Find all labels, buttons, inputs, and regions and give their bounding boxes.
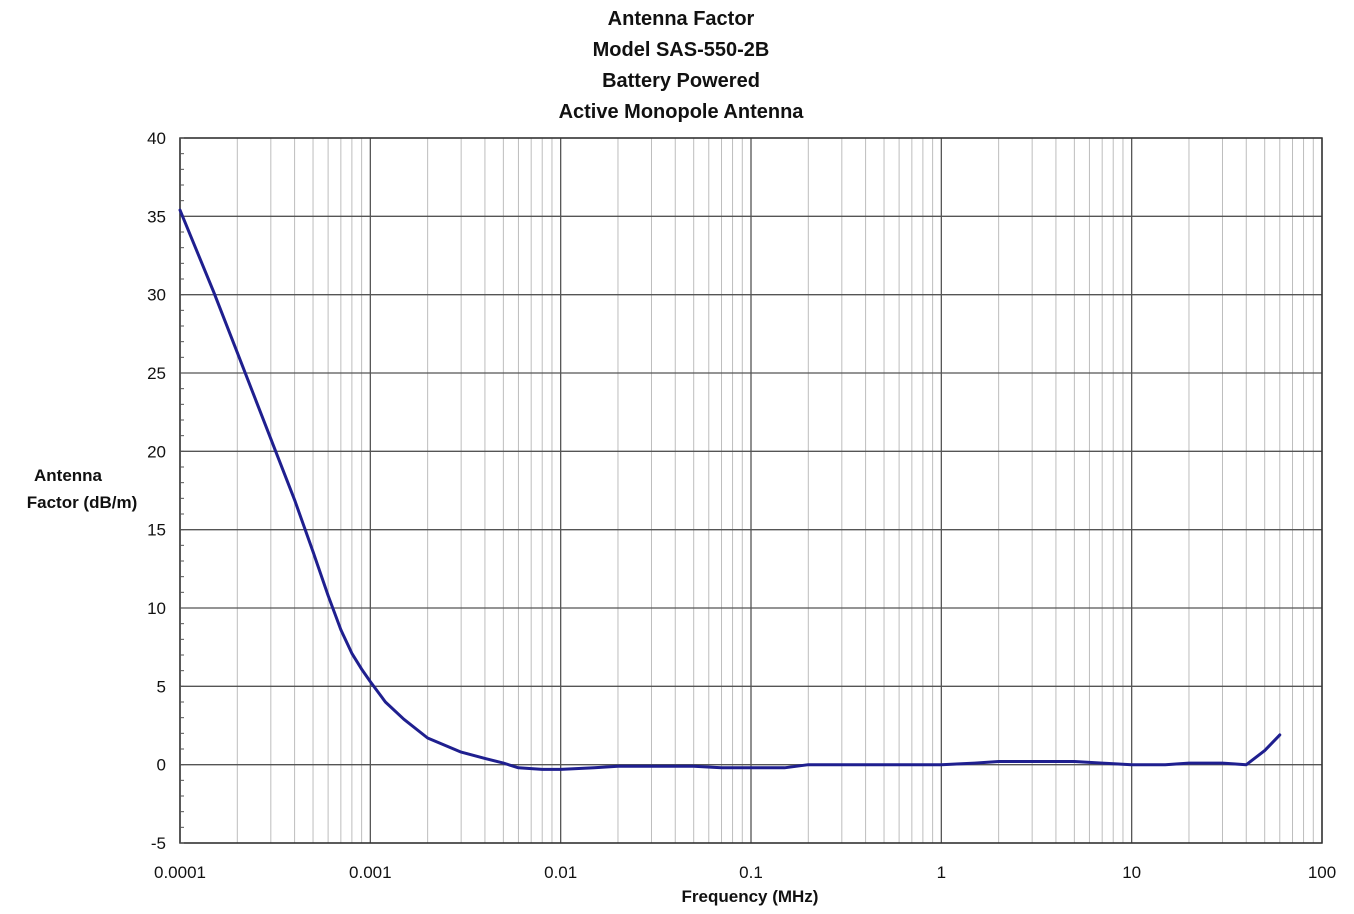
x-tick-label: 0.0001 <box>154 863 206 882</box>
y-tick-label: 5 <box>157 677 166 696</box>
y-tick-label: 0 <box>157 756 166 775</box>
plot-area-frame <box>179 137 1323 844</box>
y-axis-label-line-1: Antenna <box>34 466 103 485</box>
y-axis-label: Antenna Factor (dB/m) <box>27 466 138 512</box>
y-axis-tick-labels: -5 0 5 10 15 20 25 30 35 40 <box>147 129 166 853</box>
chart-title: Antenna Factor Model SAS-550-2B Battery … <box>559 8 805 123</box>
y-tick-label: 10 <box>147 599 166 618</box>
x-tick-label: 100 <box>1308 863 1336 882</box>
y-tick-label: 40 <box>147 129 166 148</box>
x-tick-label: 0.001 <box>349 863 392 882</box>
y-tick-label: 15 <box>147 521 166 540</box>
y-tick-label: 20 <box>147 442 166 461</box>
y-tick-label: 30 <box>147 286 166 305</box>
x-axis-tick-labels: 0.0001 0.001 0.01 0.1 1 10 100 <box>154 863 1336 882</box>
chart-title-line-2: Model SAS-550-2B <box>593 39 770 61</box>
chart-title-line-1: Antenna Factor <box>608 8 755 30</box>
y-tick-label: -5 <box>151 834 166 853</box>
y-axis-minor-ticks <box>180 137 184 844</box>
x-tick-label: 10 <box>1122 863 1141 882</box>
chart-title-line-3: Battery Powered <box>602 70 760 92</box>
y-tick-label: 35 <box>147 207 166 226</box>
grid <box>179 137 1323 844</box>
x-tick-label: 1 <box>937 863 946 882</box>
chart-title-line-4: Active Monopole Antenna <box>559 101 805 123</box>
x-tick-label: 0.01 <box>544 863 577 882</box>
y-tick-label: 25 <box>147 364 166 383</box>
x-axis-label: Frequency (MHz) <box>682 887 819 906</box>
x-tick-label: 0.1 <box>739 863 763 882</box>
y-axis-label-line-2: Factor (dB/m) <box>27 493 138 512</box>
antenna-factor-series-line <box>178 208 1282 771</box>
